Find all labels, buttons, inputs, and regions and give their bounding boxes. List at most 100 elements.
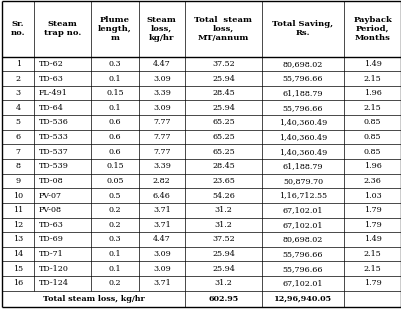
Text: TD-536: TD-536: [39, 118, 69, 127]
Text: 55,796.66: 55,796.66: [282, 250, 322, 258]
Text: 0.15: 0.15: [106, 89, 124, 97]
Text: 0.6: 0.6: [109, 148, 121, 156]
Text: 3.39: 3.39: [152, 162, 170, 170]
Text: TD-63: TD-63: [39, 221, 64, 229]
Text: 602.95: 602.95: [208, 295, 238, 303]
Text: TD-08: TD-08: [39, 177, 63, 185]
Text: Payback
Period,
Months: Payback Period, Months: [352, 16, 391, 42]
Text: FL-491: FL-491: [39, 89, 68, 97]
Text: 1.49: 1.49: [363, 60, 381, 68]
Text: 12,96,940.05: 12,96,940.05: [273, 295, 331, 303]
Text: 0.1: 0.1: [109, 250, 121, 258]
Text: 25.94: 25.94: [211, 74, 234, 83]
Text: TD-63: TD-63: [39, 74, 64, 83]
Text: 80,698.02: 80,698.02: [282, 235, 322, 244]
Text: 2.15: 2.15: [363, 104, 381, 112]
Text: 4.47: 4.47: [152, 60, 170, 68]
Text: 14: 14: [13, 250, 23, 258]
Text: 67,102.01: 67,102.01: [282, 206, 322, 214]
Text: 25.94: 25.94: [211, 104, 234, 112]
Text: 3: 3: [16, 89, 21, 97]
Text: 0.15: 0.15: [106, 162, 124, 170]
Text: 0.2: 0.2: [109, 279, 121, 287]
Text: 1,40,360.49: 1,40,360.49: [278, 148, 326, 156]
Text: 0.1: 0.1: [109, 104, 121, 112]
Text: 1.96: 1.96: [363, 89, 381, 97]
Text: 1.96: 1.96: [363, 162, 381, 170]
Text: 31.2: 31.2: [214, 206, 232, 214]
Text: 3.71: 3.71: [152, 221, 170, 229]
Text: 6: 6: [16, 133, 21, 141]
Text: 54.26: 54.26: [211, 191, 234, 200]
Text: 55,796.66: 55,796.66: [282, 104, 322, 112]
Text: 3.09: 3.09: [152, 250, 170, 258]
Text: Sr.
no.: Sr. no.: [11, 20, 25, 38]
Text: 37.52: 37.52: [212, 60, 234, 68]
Text: Total steam loss, kg/hr: Total steam loss, kg/hr: [43, 295, 144, 303]
Text: 1,40,360.49: 1,40,360.49: [278, 118, 326, 127]
Text: 1.03: 1.03: [363, 191, 381, 200]
Text: 31.2: 31.2: [214, 279, 232, 287]
Text: 25.94: 25.94: [211, 265, 234, 273]
Text: Plume
length,
m: Plume length, m: [98, 16, 132, 42]
Text: 8: 8: [16, 162, 20, 170]
Text: 3.39: 3.39: [152, 89, 170, 97]
Text: 6.46: 6.46: [152, 191, 170, 200]
Text: 28.45: 28.45: [212, 89, 234, 97]
Text: 0.1: 0.1: [109, 74, 121, 83]
Text: 3.71: 3.71: [152, 206, 170, 214]
Text: 7.77: 7.77: [153, 148, 170, 156]
Text: TD-71: TD-71: [39, 250, 63, 258]
Text: 3.09: 3.09: [152, 104, 170, 112]
Text: TD-69: TD-69: [39, 235, 64, 244]
Text: 0.3: 0.3: [109, 60, 121, 68]
Text: 11: 11: [13, 206, 23, 214]
Text: 65.25: 65.25: [212, 118, 234, 127]
Text: 65.25: 65.25: [212, 133, 234, 141]
Text: 2.15: 2.15: [363, 74, 381, 83]
Text: 1: 1: [16, 60, 21, 68]
Text: 4.47: 4.47: [152, 235, 170, 244]
Text: 2.82: 2.82: [152, 177, 170, 185]
Text: 31.2: 31.2: [214, 221, 232, 229]
Text: 3.09: 3.09: [152, 265, 170, 273]
Text: 65.25: 65.25: [212, 148, 234, 156]
Text: 1.49: 1.49: [363, 235, 381, 244]
Text: 61,188.79: 61,188.79: [282, 89, 322, 97]
Text: 80,698.02: 80,698.02: [282, 60, 322, 68]
Text: 28.45: 28.45: [212, 162, 234, 170]
Text: Total Saving,
Rs.: Total Saving, Rs.: [272, 20, 333, 38]
Text: 0.6: 0.6: [109, 133, 121, 141]
Text: 5: 5: [16, 118, 20, 127]
Text: 3.09: 3.09: [152, 74, 170, 83]
Text: 1.79: 1.79: [363, 221, 381, 229]
Text: 61,188.79: 61,188.79: [282, 162, 322, 170]
Text: 0.2: 0.2: [109, 206, 121, 214]
Text: Total  steam
loss,
MT/annum: Total steam loss, MT/annum: [194, 16, 252, 42]
Text: 9: 9: [16, 177, 21, 185]
Text: TD-533: TD-533: [39, 133, 69, 141]
Text: 1,16,712.55: 1,16,712.55: [278, 191, 326, 200]
Text: PV-08: PV-08: [39, 206, 62, 214]
Text: 2.15: 2.15: [363, 265, 381, 273]
Text: 0.85: 0.85: [363, 133, 381, 141]
Text: PV-07: PV-07: [39, 191, 62, 200]
Text: Steam
loss,
kg/hr: Steam loss, kg/hr: [146, 16, 176, 42]
Text: 0.85: 0.85: [363, 118, 381, 127]
Text: 7: 7: [16, 148, 20, 156]
Text: 1,40,360.49: 1,40,360.49: [278, 133, 326, 141]
Text: 0.5: 0.5: [109, 191, 121, 200]
Text: 7.77: 7.77: [153, 118, 170, 127]
Text: TD-539: TD-539: [39, 162, 69, 170]
Text: 0.2: 0.2: [109, 221, 121, 229]
Text: 55,796.66: 55,796.66: [282, 265, 322, 273]
Text: 55,796.66: 55,796.66: [282, 74, 322, 83]
Text: TD-62: TD-62: [39, 60, 64, 68]
Text: 10: 10: [13, 191, 23, 200]
Text: 3.71: 3.71: [152, 279, 170, 287]
Text: TD-64: TD-64: [39, 104, 64, 112]
Text: 2.36: 2.36: [363, 177, 381, 185]
Text: 25.94: 25.94: [211, 250, 234, 258]
Text: 0.05: 0.05: [106, 177, 124, 185]
Text: 15: 15: [13, 265, 23, 273]
